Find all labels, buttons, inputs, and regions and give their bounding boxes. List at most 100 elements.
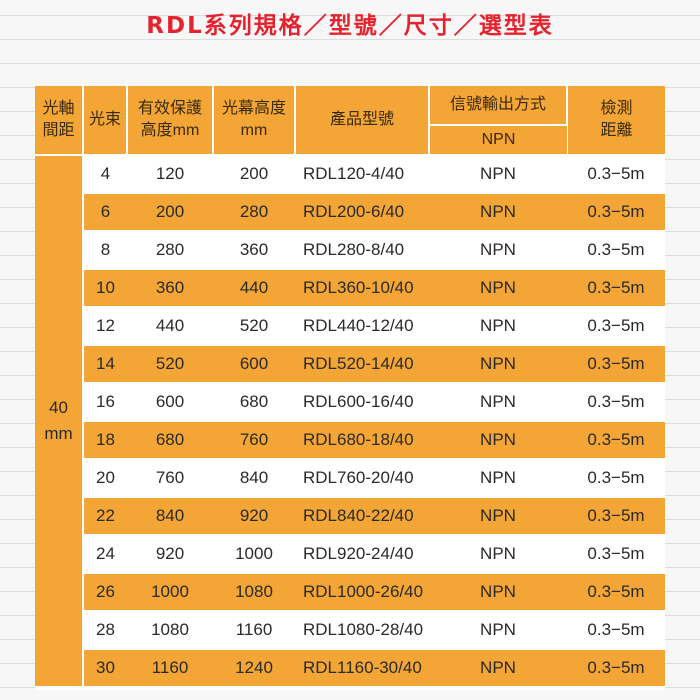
cell-beams: 28	[83, 611, 127, 650]
table-row: 10 360 440 RDL360-10/40 NPN 0.3−5m	[35, 269, 665, 308]
header-signal-npn: NPN	[429, 125, 567, 156]
cell-protect: 1000	[127, 573, 213, 612]
header-protect-line1: 有效保護	[137, 100, 202, 117]
table-row: 28 1080 1160 RDL1080-28/40 NPN 0.3−5m	[35, 611, 665, 650]
cell-output: NPN	[429, 421, 567, 460]
header-row-2: NPN	[35, 125, 665, 156]
cell-model: RDL1080-28/40	[295, 611, 429, 650]
cell-curtain: 680	[213, 383, 295, 422]
cell-protect: 440	[127, 307, 213, 346]
cell-beams: 30	[83, 649, 127, 688]
pitch-value: 40	[49, 398, 68, 417]
cell-distance: 0.3−5m	[567, 611, 665, 650]
table-row: 20 760 840 RDL760-20/40 NPN 0.3−5m	[35, 459, 665, 498]
header-curtain-line1: 光幕高度	[221, 100, 286, 117]
cell-protect: 1160	[127, 649, 213, 688]
cell-protect: 280	[127, 231, 213, 270]
cell-model: RDL680-18/40	[295, 421, 429, 460]
header-model: 產品型號	[295, 86, 430, 156]
table-row: 14 520 600 RDL520-14/40 NPN 0.3−5m	[35, 345, 665, 384]
header-row-1: 光軸 間距 光束 有效保護 高度mm 光幕高度 mm 產品型號 信號輸出方式 檢…	[35, 86, 665, 156]
cell-curtain: 840	[213, 459, 295, 498]
table-row: 30 1160 1240 RDL1160-30/40 NPN 0.3−5m	[35, 649, 665, 688]
cell-protect: 680	[127, 421, 213, 460]
cell-distance: 0.3−5m	[567, 307, 665, 346]
cell-curtain: 920	[213, 497, 295, 536]
cell-protect: 920	[127, 535, 213, 574]
cell-beams: 12	[83, 307, 127, 346]
cell-beams: 20	[83, 459, 127, 498]
header-protect-line2: 高度mm	[140, 122, 200, 139]
cell-distance: 0.3−5m	[567, 535, 665, 574]
cell-model: RDL360-10/40	[295, 269, 429, 308]
header-protect-height: 有效保護 高度mm	[127, 86, 214, 156]
header-pitch: 光軸 間距	[35, 86, 84, 156]
table-row: 18 680 760 RDL680-18/40 NPN 0.3−5m	[35, 421, 665, 460]
cell-model: RDL440-12/40	[295, 307, 429, 346]
cell-output: NPN	[429, 573, 567, 612]
table-row: 40 mm 4 120 200 RDL120-4/40 NPN 0.3−5m	[35, 155, 665, 688]
cell-protect: 760	[127, 459, 213, 498]
cell-output: NPN	[429, 649, 567, 688]
cell-model: RDL280-8/40	[295, 231, 429, 270]
cell-distance: 0.3−5m	[567, 193, 665, 232]
cell-output: NPN	[429, 611, 567, 650]
cell-distance: 0.3−5m	[567, 345, 665, 384]
cell-beams: 16	[83, 383, 127, 422]
cell-protect: 520	[127, 345, 213, 384]
cell-distance: 0.3−5m	[567, 269, 665, 308]
spec-table: 光軸 間距 光束 有效保護 高度mm 光幕高度 mm 產品型號 信號輸出方式 檢…	[35, 86, 665, 688]
cell-distance: 0.3−5m	[567, 155, 665, 194]
cell-beams: 22	[83, 497, 127, 536]
cell-output: NPN	[429, 155, 567, 194]
cell-curtain: 280	[213, 193, 295, 232]
cell-protect: 360	[127, 269, 213, 308]
cell-model: RDL920-24/40	[295, 535, 429, 574]
cell-output: NPN	[429, 307, 567, 346]
cell-model: RDL840-22/40	[295, 497, 429, 536]
header-beams: 光束	[83, 86, 128, 156]
cell-model: RDL1160-30/40	[295, 649, 429, 688]
cell-output: NPN	[429, 497, 567, 536]
cell-protect: 200	[127, 193, 213, 232]
cell-output: NPN	[429, 345, 567, 384]
pitch-cell: 40 mm	[35, 155, 84, 688]
cell-model: RDL200-6/40	[295, 193, 429, 232]
page-title: RDL系列規格／型號／尺寸／選型表	[146, 13, 554, 39]
cell-model: RDL760-20/40	[295, 459, 429, 498]
cell-beams: 8	[83, 231, 127, 270]
cell-protect: 840	[127, 497, 213, 536]
cell-model: RDL600-16/40	[295, 383, 429, 422]
table-row: 24 920 1000 RDL920-24/40 NPN 0.3−5m	[35, 535, 665, 574]
cell-beams: 14	[83, 345, 127, 384]
cell-distance: 0.3−5m	[567, 421, 665, 460]
cell-protect: 600	[127, 383, 213, 422]
pitch-unit: mm	[44, 424, 73, 443]
cell-beams: 26	[83, 573, 127, 612]
header-pitch-line2: 間距	[42, 122, 75, 139]
table-row: 8 280 360 RDL280-8/40 NPN 0.3−5m	[35, 231, 665, 270]
cell-model: RDL1000-26/40	[295, 573, 429, 612]
cell-distance: 0.3−5m	[567, 497, 665, 536]
cell-distance: 0.3−5m	[567, 383, 665, 422]
cell-output: NPN	[429, 193, 567, 232]
cell-beams: 24	[83, 535, 127, 574]
table-row: 22 840 920 RDL840-22/40 NPN 0.3−5m	[35, 497, 665, 536]
cell-protect: 1080	[127, 611, 213, 650]
cell-protect: 120	[127, 155, 213, 194]
cell-curtain: 1240	[213, 649, 295, 688]
cell-distance: 0.3−5m	[567, 573, 665, 612]
header-distance: 檢測 距離	[567, 86, 665, 156]
cell-beams: 4	[83, 155, 127, 194]
cell-model: RDL120-4/40	[295, 155, 429, 194]
cell-distance: 0.3−5m	[567, 649, 665, 688]
cell-curtain: 440	[213, 269, 295, 308]
table-row: 26 1000 1080 RDL1000-26/40 NPN 0.3−5m	[35, 573, 665, 612]
cell-output: NPN	[429, 535, 567, 574]
cell-curtain: 520	[213, 307, 295, 346]
table-row: 16 600 680 RDL600-16/40 NPN 0.3−5m	[35, 383, 665, 422]
cell-curtain: 600	[213, 345, 295, 384]
header-signal-output: 信號輸出方式	[429, 86, 568, 126]
spec-table-body: 40 mm 4 120 200 RDL120-4/40 NPN 0.3−5m 6…	[35, 155, 665, 688]
cell-beams: 18	[83, 421, 127, 460]
